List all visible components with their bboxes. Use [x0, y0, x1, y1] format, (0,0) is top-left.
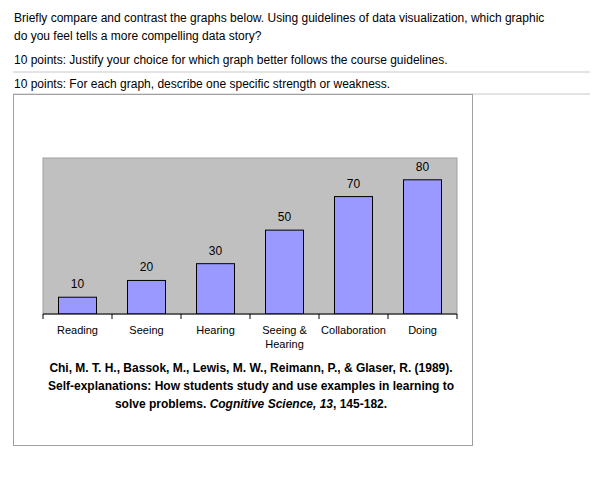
data-label: 30	[209, 244, 223, 258]
data-label: 80	[416, 160, 430, 174]
separator	[13, 72, 590, 73]
citation-part: , 145-182.	[333, 397, 387, 411]
x-tick	[457, 314, 458, 319]
label-line: Reading	[57, 324, 98, 336]
x-tick	[319, 314, 320, 319]
x-tick-label: Seeing	[129, 324, 163, 336]
label-line: Seeing &	[262, 324, 307, 336]
data-label: 20	[140, 260, 154, 274]
bar	[128, 280, 166, 314]
data-label: 10	[71, 277, 85, 291]
citation-line: Self-explanations: How students study an…	[48, 379, 454, 393]
bar	[404, 180, 442, 314]
x-tick-label: Reading	[57, 324, 98, 336]
citation-part: Self-explanations: How students study an…	[48, 379, 454, 393]
criterion: 10 points: Justify your choice for which…	[14, 53, 448, 67]
page: Briefly compare and contrast the graphs …	[0, 0, 608, 486]
data-label: 50	[278, 210, 292, 224]
label-line: Hearing	[196, 324, 235, 336]
page-svg: Briefly compare and contrast the graphs …	[0, 0, 608, 486]
label-line: Doing	[408, 324, 437, 336]
label-line: Hearing	[265, 338, 304, 350]
citation-line: Chi, M. T. H., Bassok, M., Lewis, M. W.,…	[49, 361, 452, 375]
x-tick-label: Seeing & Hearing	[262, 324, 307, 350]
x-tick	[181, 314, 182, 319]
question-line: do you feel tells a more compelling data…	[14, 29, 262, 43]
x-tick	[112, 314, 113, 319]
plot-area	[43, 158, 457, 314]
x-tick	[250, 314, 251, 319]
label-line: Collaboration	[321, 324, 386, 336]
criterion: 10 points: For each graph, describe one …	[14, 77, 390, 91]
x-tick-label: Hearing	[196, 324, 235, 336]
citation-part: Chi, M. T. H., Bassok, M., Lewis, M. W.,…	[49, 361, 452, 375]
x-tick-label: Collaboration	[321, 324, 386, 336]
data-label: 70	[347, 177, 361, 191]
citation-part: solve problems.	[115, 397, 210, 411]
label-line: Seeing	[129, 324, 163, 336]
x-tick-label: Doing	[408, 324, 437, 336]
bar	[59, 297, 97, 314]
bar	[197, 264, 235, 314]
x-tick	[388, 314, 389, 319]
question-line: Briefly compare and contrast the graphs …	[14, 11, 544, 25]
citation-line: solve problems. Cognitive Science, 13, 1…	[115, 397, 387, 411]
bars	[59, 180, 442, 314]
citation-part: Cognitive Science, 13	[210, 397, 334, 411]
figure-box	[14, 95, 473, 446]
x-tick	[43, 314, 44, 319]
bar	[335, 197, 373, 314]
bar	[266, 230, 304, 314]
